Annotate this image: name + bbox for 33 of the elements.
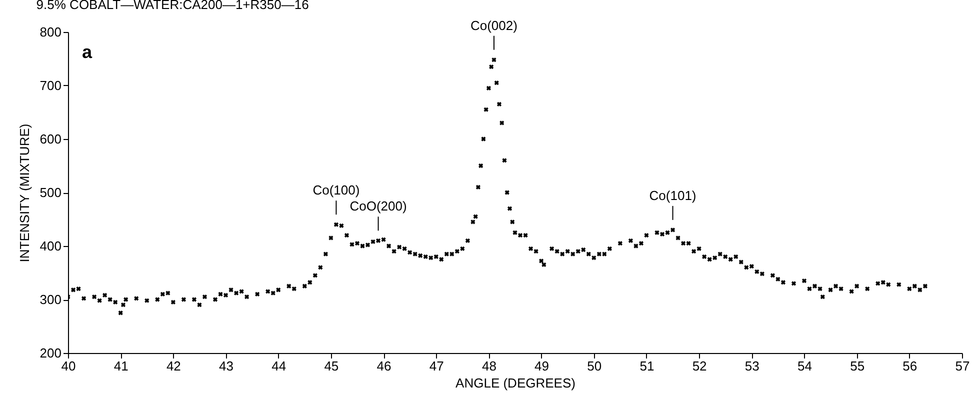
x-tick-label: 57 [955, 358, 970, 374]
annotation: Co(101) [649, 188, 696, 203]
x-tick-label: 45 [324, 358, 339, 374]
annotation: Co(100) [312, 182, 360, 198]
y-tick-label: 600 [40, 132, 62, 146]
x-tick-label: 40 [61, 358, 76, 374]
y-tick-label: 400 [40, 238, 62, 254]
x-tick-label: 54 [798, 358, 812, 374]
annotation: a [82, 42, 93, 62]
x-tick-label: 56 [902, 358, 918, 374]
y-axis-title: INTENSITY (MIXTURE) [16, 124, 32, 262]
x-tick-label: 47 [429, 358, 444, 374]
y-tick-label: 800 [40, 24, 62, 40]
x-tick-label: 48 [482, 358, 496, 374]
y-tick-label: 300 [40, 292, 62, 307]
x-tick-label: 41 [114, 358, 128, 374]
y-tick-label: 700 [40, 78, 62, 93]
x-tick-label: 43 [219, 358, 234, 374]
x-tick-label: 52 [692, 358, 707, 374]
annotation: CoO(200) [350, 198, 407, 214]
chart-title: 9.5% COBALT—WATER:CA200—1+R350—16 [36, 0, 309, 12]
x-tick-label: 51 [640, 358, 654, 374]
x-axis-title: ANGLE (DEGREES) [456, 376, 576, 390]
x-tick-label: 53 [744, 358, 760, 374]
x-tick-label: 46 [376, 358, 392, 374]
y-tick-label: 200 [40, 346, 62, 360]
x-tick-label: 49 [534, 358, 550, 374]
annotation: Co(002) [470, 18, 518, 33]
x-tick-label: 42 [166, 358, 181, 374]
x-tick-label: 55 [850, 358, 865, 374]
x-tick-label: 50 [587, 358, 602, 374]
x-tick-label: 44 [272, 358, 286, 374]
y-tick-label: 500 [40, 185, 62, 200]
